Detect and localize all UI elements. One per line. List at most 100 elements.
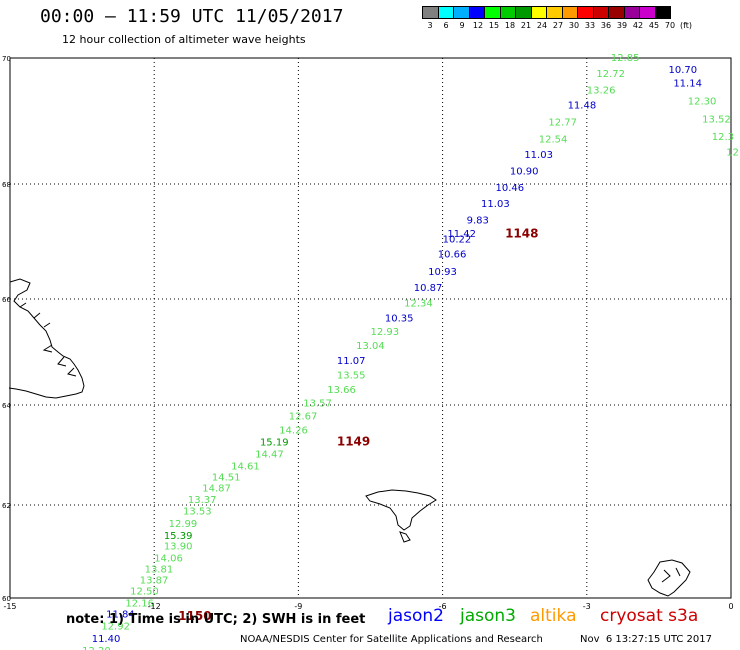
legend-label: 3 (427, 21, 433, 30)
legend-label: (ft) (679, 21, 693, 30)
wave-height-value: 13.55 (337, 371, 366, 382)
wave-height-value: 13.66 (327, 385, 356, 396)
wave-height-value: 9.83 (467, 216, 489, 227)
satellite-name-jason2: jason2 (388, 606, 444, 626)
latitude-tick-label: 68 (2, 181, 11, 189)
legend-label: 39 (616, 21, 628, 30)
altimeter-track: 12.8510.7012.7211.1413.2612.3011.4813.52… (82, 53, 739, 650)
wave-height-value: 13.04 (356, 341, 385, 352)
wave-height-value: 15.39 (164, 531, 193, 542)
wave-height-value: 10.35 (385, 313, 414, 324)
latitude-tick-label: 64 (2, 402, 11, 410)
map-subtitle: 12 hour collection of altimeter wave hei… (62, 33, 306, 46)
wave-height-value: 12.30 (688, 97, 717, 108)
wave-height-value: 12.34 (404, 298, 433, 309)
wave-height-value: 14.47 (255, 450, 284, 461)
latitude-tick-label: 66 (2, 296, 11, 304)
legend-label: 42 (632, 21, 644, 30)
legend-swatches (422, 6, 694, 19)
wave-height-value: 14.61 (231, 462, 260, 473)
longitude-tick-label: 0 (728, 602, 733, 611)
wave-height-value: 10.87 (414, 283, 443, 294)
wave-height-value: 10.70 (669, 65, 698, 76)
map-title: 00:00 – 11:59 UTC 11/05/2017 (40, 6, 344, 27)
wave-height-value: 11.84 (106, 610, 135, 621)
wave-height-value: 12.67 (289, 412, 318, 423)
wave-height-value: 12.50 (130, 587, 159, 598)
satellite-name-cryosat-s3a: cryosat s3a (600, 606, 699, 626)
pass-time-label: 1150 (178, 609, 211, 623)
wave-height-value: 12.54 (539, 134, 568, 145)
legend-label: 24 (536, 21, 548, 30)
wave-height-value: 13.57 (303, 399, 332, 410)
coastlines (8, 278, 691, 597)
longitude-tick-label: -3 (583, 602, 591, 611)
legend-label: 27 (552, 21, 564, 30)
wave-height-value: 13.53 (183, 506, 212, 517)
coastline-faroe-islet (399, 531, 411, 543)
legend-label: 36 (600, 21, 612, 30)
wave-height-value: 13.81 (145, 564, 174, 575)
graticule (9, 57, 732, 599)
wave-height-value: 11.40 (92, 634, 121, 645)
wave-height-value: 12.20 (82, 646, 111, 650)
units-note: note: 1) Time is in UTC; 2) SWH is in fe… (66, 612, 366, 627)
coastline-iceland (8, 278, 85, 399)
legend-label: 9 (459, 21, 465, 30)
wave-height-value: 10.66 (438, 250, 467, 261)
wave-height-value: 12.16 (125, 598, 154, 609)
wave-height-value: 12.72 (596, 69, 625, 80)
legend-label: 15 (488, 21, 500, 30)
wave-height-value: 11.07 (337, 356, 366, 367)
wave-height-value: 12 (726, 148, 739, 159)
legend-swatch (654, 6, 671, 19)
wave-height-value: 10.46 (495, 183, 524, 194)
legend-label: 12 (472, 21, 484, 30)
legend-label: 70 (664, 21, 676, 30)
wave-height-value: 13.90 (164, 542, 193, 553)
coastline-iceland-fjords (19, 302, 77, 377)
latitude-tick-label: 60 (2, 595, 11, 603)
legend-label: 30 (568, 21, 580, 30)
wave-height-value: 12.92 (101, 622, 130, 633)
wave-height-value: 11.42 (447, 229, 476, 240)
longitude-tick-label: -12 (148, 602, 161, 611)
legend-label: 45 (648, 21, 660, 30)
legend-labels: 3 6 9 12 15 18 21 24 27 30 33 36 39 42 45 70 (ft) (422, 19, 694, 30)
wave-height-value: 11.03 (481, 199, 510, 210)
coastline-shetland (647, 559, 691, 597)
legend-label: 33 (584, 21, 596, 30)
latitude-tick-label: 70 (2, 55, 11, 63)
wave-height-value: 15.19 (260, 438, 289, 449)
longitude-tick-label: -6 (439, 602, 447, 611)
wave-height-value: 13.87 (140, 576, 169, 587)
wave-height-value: 14.87 (202, 484, 231, 495)
wave-height-value: 12.99 (169, 519, 198, 530)
satellite-name-altika: altika (530, 606, 577, 626)
wave-height-value: 12.3 (712, 132, 734, 143)
wave-height-value: 14.26 (279, 426, 308, 437)
wave-height-value: 13.26 (587, 85, 616, 96)
legend-label: 6 (443, 21, 449, 30)
wave-height-value: 11.14 (673, 78, 702, 89)
satellite-name-jason3: jason3 (460, 606, 516, 626)
latitude-tick-label: 62 (2, 502, 11, 510)
wave-height-value: 14.51 (212, 473, 241, 484)
axis-tick-labels: -15 -12 -9 -6 -3 0 70 68 66 64 62 60 (2, 55, 734, 611)
coastline-shetland-inner (661, 567, 681, 583)
wave-height-value: 11.48 (568, 100, 597, 111)
legend-label: 18 (504, 21, 516, 30)
pass-time-label: 1149 (337, 435, 370, 449)
wave-height-value: 12.77 (548, 117, 577, 128)
legend-label: 21 (520, 21, 532, 30)
longitude-tick-label: -15 (3, 602, 16, 611)
credit-line: NOAA/NESDIS Center for Satellite Applica… (240, 634, 543, 645)
color-scale-legend: 3 6 9 12 15 18 21 24 27 30 33 36 39 42 45 70 (ft) (422, 6, 694, 30)
wave-height-value: 13.37 (188, 495, 217, 506)
longitude-tick-label: -9 (294, 602, 302, 611)
pass-time-label: 1148 (505, 226, 538, 240)
wave-height-value: 12.85 (611, 53, 640, 64)
wave-height-value: 13.52 (702, 114, 731, 125)
wave-height-value: 10.90 (510, 167, 539, 178)
